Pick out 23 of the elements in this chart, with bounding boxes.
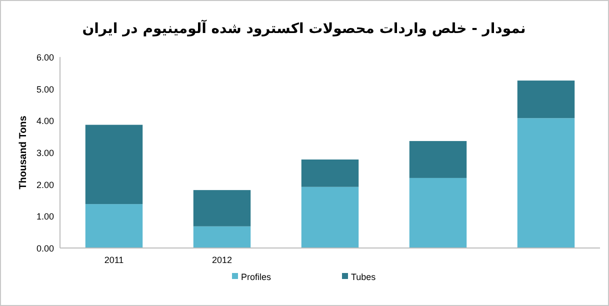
x-tick-label: 2012 bbox=[212, 255, 232, 265]
bar bbox=[85, 124, 143, 204]
bar bbox=[193, 226, 251, 248]
y-tick-label: 4.00 bbox=[36, 116, 54, 126]
chart-title: نمودار - خلص واردات محصولات اکسترود شده آلومینیوم در ایران bbox=[82, 19, 526, 37]
x-tick-label: 2011 bbox=[104, 255, 124, 265]
legend-label: Profiles bbox=[241, 272, 272, 282]
bar bbox=[517, 118, 575, 248]
bar bbox=[517, 80, 575, 118]
y-tick-label: 6.00 bbox=[36, 52, 54, 62]
bar bbox=[85, 204, 143, 248]
y-tick-label: 5.00 bbox=[36, 84, 54, 94]
y-tick-label: 1.00 bbox=[36, 212, 54, 222]
bar bbox=[409, 141, 467, 178]
y-axis-title: Thousand Tons bbox=[18, 115, 29, 190]
bar bbox=[409, 178, 467, 248]
y-tick-label: 3.00 bbox=[36, 148, 54, 158]
legend-label: Tubes bbox=[351, 272, 376, 282]
bar bbox=[193, 190, 251, 226]
y-tick-label: 2.00 bbox=[36, 180, 54, 190]
bar bbox=[301, 160, 359, 187]
y-tick-label: 0.00 bbox=[36, 244, 54, 254]
bar bbox=[301, 186, 359, 248]
